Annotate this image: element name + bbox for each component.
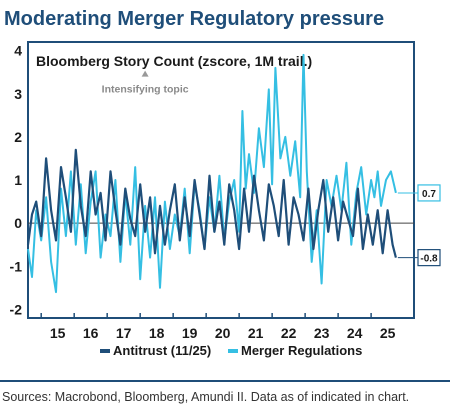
legend: Antitrust (11/25) Merger Regulations [100,343,362,358]
series-lines [26,53,397,294]
annotation-text: Intensifying topic [102,84,189,96]
series-line [27,53,397,294]
x-tick-label: 20 [215,325,231,341]
x-tick-label: 17 [116,325,132,341]
chart-subtitle: Bloomberg Story Count (zscore, 1M trail.… [36,53,312,69]
legend-label: Merger Regulations [241,343,362,358]
plot-frame [27,41,415,319]
page-title: Moderating Merger Regulatory pressure [4,8,385,30]
y-tick-label: -1 [10,258,23,274]
y-tick-label: 3 [14,86,22,102]
y-tick-label: 1 [14,172,22,188]
x-tick-label: 19 [182,325,198,341]
y-tick-label: 0 [14,215,22,231]
footer-divider [0,380,450,382]
x-tick-label: 24 [347,325,363,341]
end-labels: 0.7 -0.8 [397,184,441,267]
y-tick-label: -2 [10,301,23,317]
x-tick-label: 15 [50,325,66,341]
x-tick-label: 23 [314,325,330,341]
legend-label: Antitrust (11/25) [113,343,211,358]
annotation: Intensifying topic [102,70,189,96]
y-tick-label: 4 [14,43,22,59]
triangle-up-icon [141,70,149,77]
end-label-box [417,249,441,267]
y-axis: -2 -1 0 1 2 3 4 [10,43,23,318]
x-tick-label: 18 [149,325,165,341]
end-label-box [417,184,441,202]
x-tick-label: 21 [248,325,264,341]
source-note: Sources: Macrobond, Bloomberg, Amundi II… [2,390,410,404]
x-tick-label: 16 [83,325,99,341]
series-line [26,148,397,258]
x-axis: 15 16 17 18 19 20 21 22 23 24 25 [40,313,396,341]
end-label-text: -0.8 [420,254,438,265]
x-tick-label: 22 [281,325,297,341]
y-tick-label: 2 [14,129,22,145]
end-label-text: 0.7 [422,189,436,200]
x-tick-label: 25 [380,325,396,341]
